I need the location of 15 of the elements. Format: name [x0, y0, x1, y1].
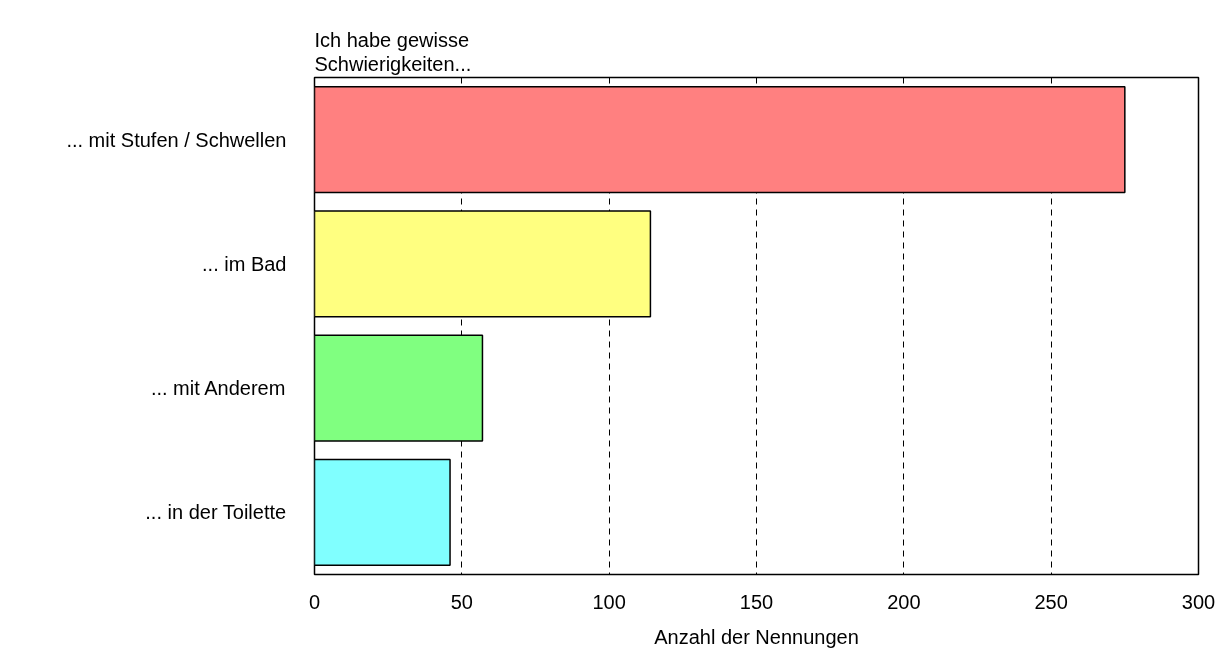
x-axis-title: Anzahl der Nennungen	[654, 625, 859, 648]
x-tick-label: 200	[887, 590, 921, 613]
y-tick-label: ... mit Anderem	[150, 377, 286, 400]
bar	[314, 458, 451, 566]
x-tick-label: 300	[1181, 590, 1216, 613]
x-tick-label: 150	[739, 590, 774, 613]
x-tick-label: 100	[592, 590, 626, 613]
y-tick-label: ... im Bad	[202, 252, 287, 275]
y-tick-label: ... mit Stufen / Schwellen	[66, 128, 287, 151]
x-tick-label: 250	[1034, 590, 1068, 613]
x-tick-label: 50	[450, 590, 473, 613]
x-tick-label: 0	[308, 590, 321, 613]
y-tick-label: ... in der Toilette	[145, 501, 287, 524]
chart-title: Ich habe gewisse Schwierigkeiten...	[314, 29, 472, 76]
bar	[314, 210, 652, 318]
